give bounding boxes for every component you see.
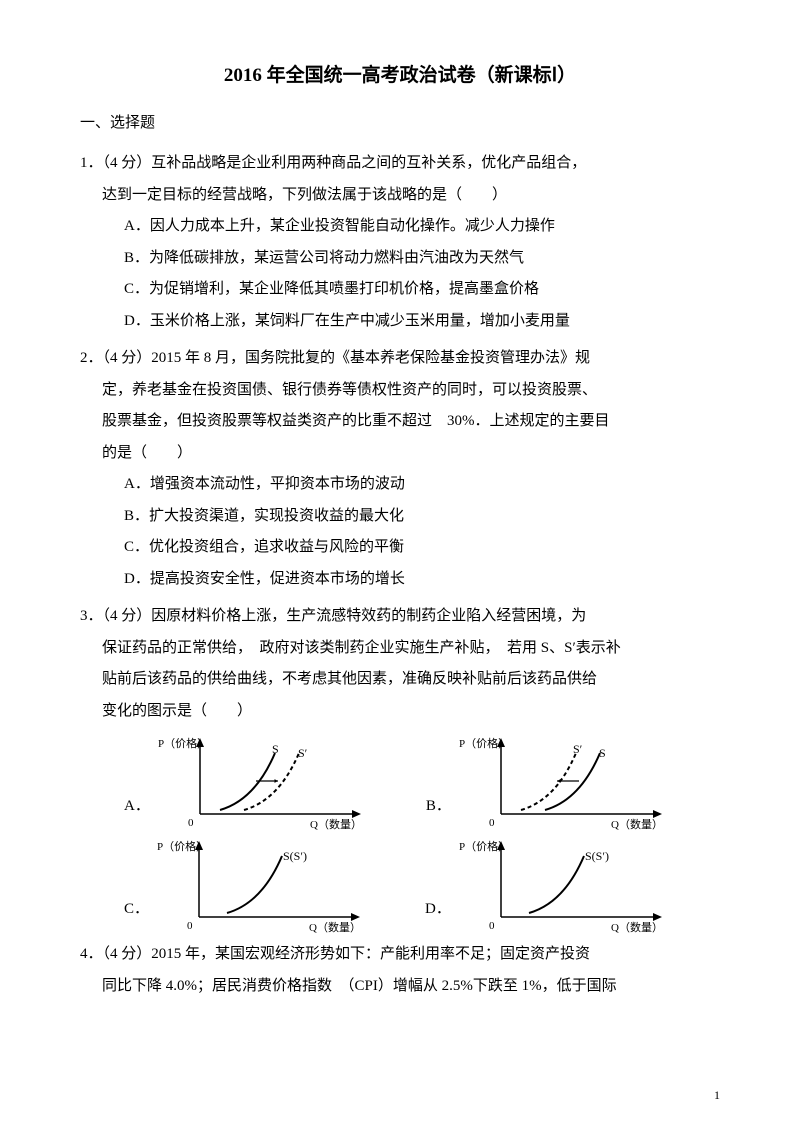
chart-a: P（价格） Q（数量） 0 S S′ <box>156 735 366 830</box>
q2-option-a: A．增强资本流动性，平抑资本市场的波动 <box>80 469 720 501</box>
q2-option-d: D．提高投资安全性，促进资本市场的增长 <box>80 564 720 596</box>
chart-b: P（价格） Q（数量） 0 S′ S <box>457 735 667 830</box>
q2-option-b: B．扩大投资渠道，实现投资收益的最大化 <box>80 501 720 533</box>
q1-option-a: A．因人力成本上升，某企业投资智能自动化操作。减少人力操作 <box>80 211 720 243</box>
svg-text:P（价格）: P（价格） <box>157 839 207 853</box>
svg-text:S′: S′ <box>298 746 308 760</box>
q3-stem-line2: 保证药品的正常供给， 政府对该类制药企业实施生产补贴， 若用 S、S′表示补 <box>80 633 720 665</box>
q1-option-d: D．玉米价格上涨，某饲料厂在生产中减少玉米用量，增加小麦用量 <box>80 306 720 338</box>
svg-text:Q（数量）: Q（数量） <box>310 818 362 830</box>
q1-option-b: B．为降低碳排放，某运营公司将动力燃料由汽油改为天然气 <box>80 243 720 275</box>
question-4: 4．（4 分）2015 年，某国宏观经济形势如下：产能利用率不足；固定资产投资 … <box>80 939 720 1002</box>
chart-d: P（价格） Q（数量） 0 S(S′) <box>457 838 667 933</box>
svg-text:S(S′): S(S′) <box>283 849 307 863</box>
svg-text:S(S′): S(S′) <box>585 849 609 863</box>
chart-c-container: C． P（价格） Q（数量） 0 S(S′) <box>124 838 365 933</box>
svg-text:S′: S′ <box>573 742 583 756</box>
chart-row-1: A． P（价格） Q（数量） 0 S S′ B． P（价格） Q（数量） 0 S′ S <box>80 735 720 830</box>
svg-text:0: 0 <box>489 920 495 932</box>
chart-c: P（价格） Q（数量） 0 S(S′) <box>155 838 365 933</box>
q4-stem-line2: 同比下降 4.0%；居民消费价格指数 （CPI）增幅从 2.5%下跌至 1%，低… <box>80 971 720 1003</box>
q3-label-b: B． <box>426 791 451 831</box>
chart-row-2: C． P（价格） Q（数量） 0 S(S′) D． P（价格） Q（数量） 0 S(S′) <box>80 838 720 933</box>
exam-title: 2016 年全国统一高考政治试卷（新课标Ⅰ） <box>80 60 720 87</box>
q1-stem-line2: 达到一定目标的经营战略，下列做法属于该战略的是（ ） <box>80 180 720 212</box>
chart-a-container: A． P（价格） Q（数量） 0 S S′ <box>124 735 366 830</box>
question-1: 1．（4 分）互补品战略是企业利用两种商品之间的互补关系，优化产品组合， 达到一… <box>80 148 720 337</box>
q2-stem-line4: 的是（ ） <box>80 438 720 470</box>
q1-option-c: C．为促销增利，某企业降低其喷墨打印机价格，提高墨盒价格 <box>80 274 720 306</box>
q1-stem-line1: 1．（4 分）互补品战略是企业利用两种商品之间的互补关系，优化产品组合， <box>80 148 720 180</box>
q2-stem-line3: 股票基金，但投资股票等权益类资产的比重不超过 30%．上述规定的主要目 <box>80 406 720 438</box>
svg-text:S: S <box>272 742 279 756</box>
chart-d-container: D． P（价格） Q（数量） 0 S(S′) <box>425 838 667 933</box>
q3-label-a: A． <box>124 791 150 831</box>
svg-text:0: 0 <box>188 817 194 829</box>
page-number: 1 <box>714 1088 720 1103</box>
q3-label-d: D． <box>425 894 451 934</box>
q3-stem-line4: 变化的图示是（ ） <box>80 696 720 728</box>
svg-text:Q（数量）: Q（数量） <box>611 921 663 933</box>
section-header: 一、选择题 <box>80 111 720 132</box>
question-3: 3．（4 分）因原材料价格上涨，生产流感特效药的制药企业陷入经营困境，为 保证药… <box>80 601 720 933</box>
q4-stem-line1: 4．（4 分）2015 年，某国宏观经济形势如下：产能利用率不足；固定资产投资 <box>80 939 720 971</box>
svg-text:P（价格）: P（价格） <box>459 736 509 750</box>
svg-text:0: 0 <box>187 920 193 932</box>
svg-text:S: S <box>599 746 606 760</box>
svg-text:0: 0 <box>489 817 495 829</box>
chart-b-container: B． P（价格） Q（数量） 0 S′ S <box>426 735 667 830</box>
svg-text:P（价格）: P（价格） <box>158 736 208 750</box>
q3-stem-line3: 贴前后该药品的供给曲线，不考虑其他因素，准确反映补贴前后该药品供给 <box>80 664 720 696</box>
svg-text:P（价格）: P（价格） <box>459 839 509 853</box>
q2-stem-line1: 2．（4 分）2015 年 8 月，国务院批复的《基本养老保险基金投资管理办法》… <box>80 343 720 375</box>
q2-option-c: C．优化投资组合，追求收益与风险的平衡 <box>80 532 720 564</box>
q3-stem-line1: 3．（4 分）因原材料价格上涨，生产流感特效药的制药企业陷入经营困境，为 <box>80 601 720 633</box>
question-2: 2．（4 分）2015 年 8 月，国务院批复的《基本养老保险基金投资管理办法》… <box>80 343 720 595</box>
q3-label-c: C． <box>124 894 149 934</box>
svg-text:Q（数量）: Q（数量） <box>611 818 663 830</box>
q2-stem-line2: 定，养老基金在投资国债、银行债券等债权性资产的同时，可以投资股票、 <box>80 375 720 407</box>
svg-text:Q（数量）: Q（数量） <box>309 921 361 933</box>
